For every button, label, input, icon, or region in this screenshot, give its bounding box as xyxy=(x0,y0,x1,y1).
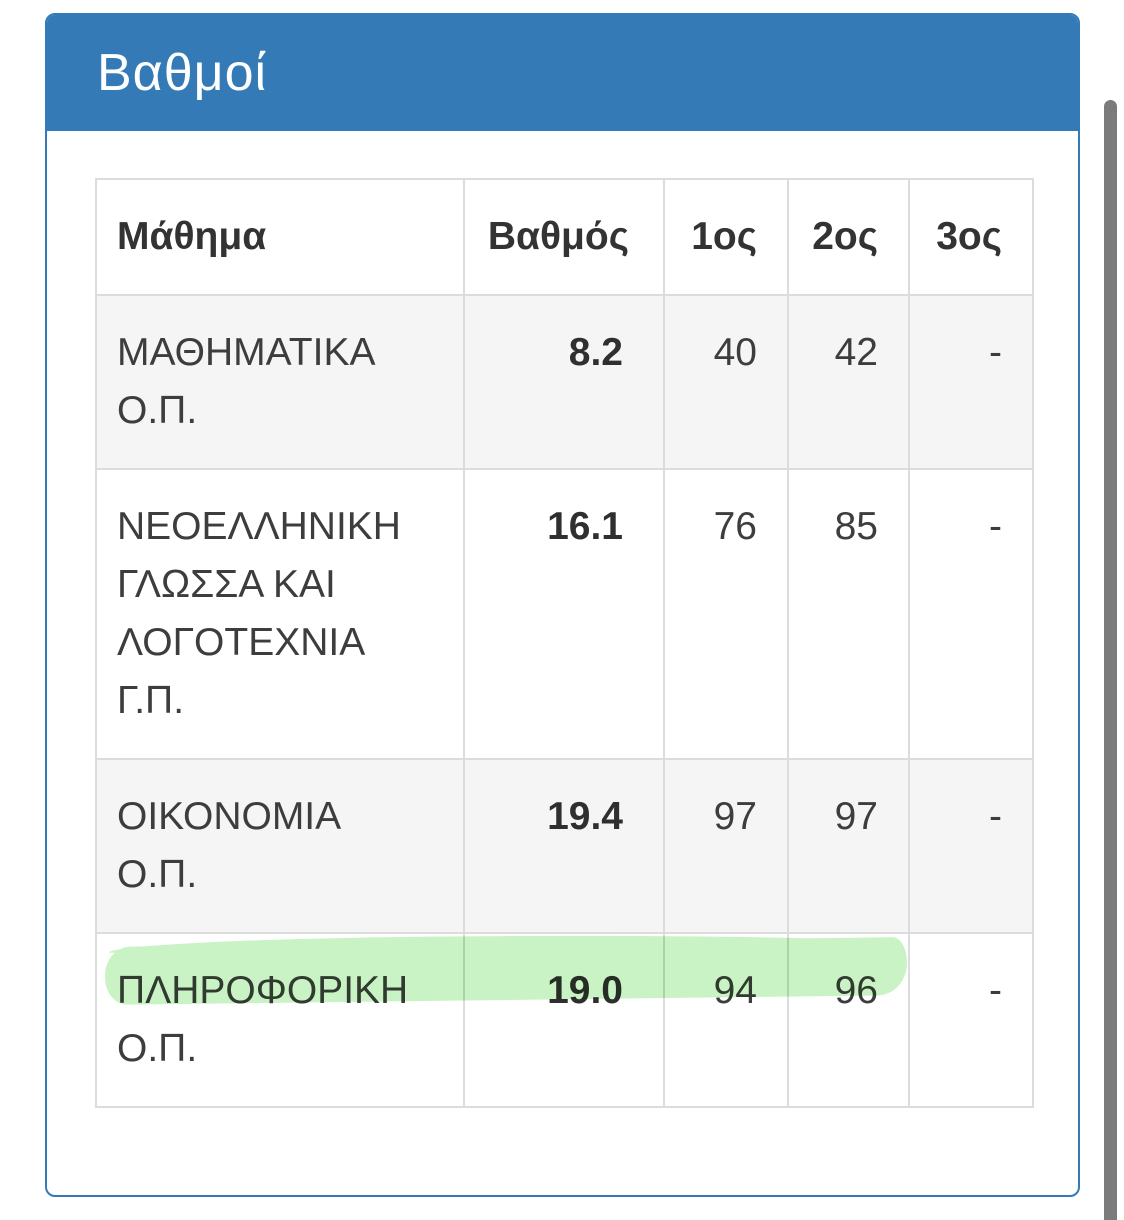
table-row-neoelliniki: ΝΕΟΕΛΛΗΝΙΚΗ ΓΛΩΣΣΑ ΚΑΙ ΛΟΓΟΤΕΧΝΙΑ Γ.Π. 1… xyxy=(95,468,1034,760)
header-cell-grade: Βαθμός xyxy=(463,178,665,296)
exam1-cell: 94 xyxy=(663,932,789,1108)
grades-panel: Βαθμοί Μάθημα Βαθμός 1ος 2ος 3ος xyxy=(45,13,1080,1197)
table-row-oikonomia: ΟΙΚΟΝΟΜΙΑ Ο.Π. 19.4 97 97 - xyxy=(95,758,1034,934)
grade-cell: 8.2 xyxy=(463,294,665,470)
exam3-cell: - xyxy=(908,758,1034,934)
exam1-cell: 97 xyxy=(663,758,789,934)
grade-cell: 19.4 xyxy=(463,758,665,934)
header-cell-subject: Μάθημα xyxy=(95,178,465,296)
grade-cell: 19.0 xyxy=(463,932,665,1108)
exam2-cell: 42 xyxy=(787,294,910,470)
exam1-cell: 76 xyxy=(663,468,789,760)
exam2-cell: 85 xyxy=(787,468,910,760)
exam3-cell: - xyxy=(908,294,1034,470)
header-cell-exam3: 3ος xyxy=(908,178,1034,296)
header-cell-exam1: 1ος xyxy=(663,178,789,296)
exam1-cell: 40 xyxy=(663,294,789,470)
grade-cell: 16.1 xyxy=(463,468,665,760)
header-cell-exam2: 2ος xyxy=(787,178,910,296)
scrollbar-thumb[interactable] xyxy=(1104,100,1117,1220)
header-row: Μάθημα Βαθμός 1ος 2ος 3ος xyxy=(95,178,1034,296)
panel-body: Μάθημα Βαθμός 1ος 2ος 3ος ΜΑΘΗΜΑΤΙΚΑ Ο.Π… xyxy=(47,131,1078,1108)
exam2-cell: 96 xyxy=(787,932,910,1108)
panel-title: Βαθμοί xyxy=(97,44,268,102)
panel-header: Βαθμοί xyxy=(47,15,1078,131)
subject-cell: ΠΛΗΡΟΦΟΡΙΚΗ Ο.Π. xyxy=(95,932,465,1108)
grades-table-wrapper: Μάθημα Βαθμός 1ος 2ος 3ος ΜΑΘΗΜΑΤΙΚΑ Ο.Π… xyxy=(95,178,1034,1108)
table-header: Μάθημα Βαθμός 1ος 2ος 3ος xyxy=(95,178,1034,296)
subject-cell: ΟΙΚΟΝΟΜΙΑ Ο.Π. xyxy=(95,758,465,934)
exam2-cell: 97 xyxy=(787,758,910,934)
exam3-cell: - xyxy=(908,468,1034,760)
exam3-cell: - xyxy=(908,932,1034,1108)
grades-table: Μάθημα Βαθμός 1ος 2ος 3ος ΜΑΘΗΜΑΤΙΚΑ Ο.Π… xyxy=(95,178,1034,1108)
subject-cell: ΜΑΘΗΜΑΤΙΚΑ Ο.Π. xyxy=(95,294,465,470)
table-row-mathimatika: ΜΑΘΗΜΑΤΙΚΑ Ο.Π. 8.2 40 42 - xyxy=(95,294,1034,470)
subject-cell: ΝΕΟΕΛΛΗΝΙΚΗ ΓΛΩΣΣΑ ΚΑΙ ΛΟΓΟΤΕΧΝΙΑ Γ.Π. xyxy=(95,468,465,760)
table-row-pliroforiki: ΠΛΗΡΟΦΟΡΙΚΗ Ο.Π. 19.0 94 96 - xyxy=(95,932,1034,1108)
